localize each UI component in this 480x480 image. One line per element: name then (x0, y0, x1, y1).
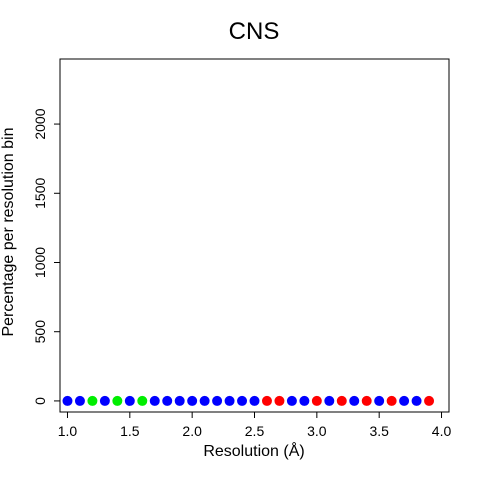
x-tick-label: 2.0 (182, 423, 202, 439)
data-point (174, 395, 185, 406)
y-axis: 0 500 1000 1500 2000 (32, 108, 60, 405)
x-tick-label: 1.0 (58, 423, 78, 439)
data-point (299, 395, 310, 406)
data-point (212, 395, 223, 406)
data-point (62, 395, 73, 406)
data-point (361, 395, 372, 406)
data-point (162, 395, 173, 406)
data-point (324, 395, 335, 406)
y-tick-label: 500 (32, 320, 48, 344)
data-point (112, 395, 123, 406)
data-point (424, 395, 435, 406)
data-point (261, 395, 272, 406)
plot-frame (59, 58, 450, 413)
data-point (74, 395, 85, 406)
data-point (124, 395, 135, 406)
data-point (399, 395, 410, 406)
data-point (187, 395, 198, 406)
data-point (374, 395, 385, 406)
x-axis-label: Resolution (Å) (203, 441, 304, 460)
data-point (99, 395, 110, 406)
data-point (199, 395, 210, 406)
data-point (336, 395, 347, 406)
x-tick-label: 4.0 (432, 423, 452, 439)
data-point (87, 395, 98, 406)
y-tick-label: 2000 (32, 108, 48, 139)
data-point (349, 395, 360, 406)
data-point (386, 395, 397, 406)
data-point (274, 395, 285, 406)
chart-title: CNS (229, 18, 280, 45)
y-tick-label: 1500 (32, 177, 48, 208)
data-point (249, 395, 260, 406)
data-point (224, 395, 235, 406)
data-points (62, 395, 435, 406)
data-point (311, 395, 322, 406)
x-tick-label: 1.5 (120, 423, 140, 439)
y-tick-label: 1000 (32, 247, 48, 278)
x-tick-label: 2.5 (245, 423, 265, 439)
x-axis: 1.0 1.5 2.0 2.5 3.0 3.5 4.0 (58, 412, 452, 439)
x-tick-label: 3.5 (369, 423, 389, 439)
data-point (149, 395, 160, 406)
y-tick-label: 0 (32, 397, 48, 405)
data-point (286, 395, 297, 406)
data-point (137, 395, 148, 406)
data-point (237, 395, 248, 406)
x-tick-label: 3.0 (307, 423, 327, 439)
y-axis-label: Percentage per resolution bin (0, 127, 17, 336)
data-point (411, 395, 422, 406)
